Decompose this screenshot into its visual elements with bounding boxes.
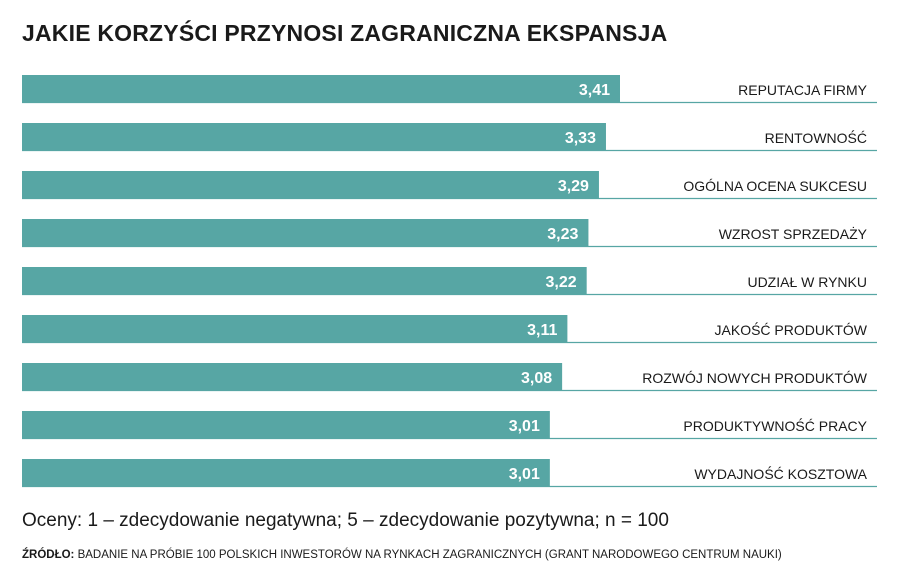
chart-title: JAKIE KORZYŚCI PRZYNOSI ZAGRANICZNA EKSP… bbox=[22, 20, 668, 46]
bar-5 bbox=[22, 267, 587, 294]
rating-scale-note: Oceny: 1 – zdecydowanie negatywna; 5 – z… bbox=[22, 510, 669, 531]
bar-2 bbox=[22, 123, 606, 150]
category-label-8: PRODUKTYWNOŚĆ PRACY bbox=[683, 417, 867, 434]
bar-6 bbox=[22, 315, 568, 342]
category-label-1: REPUTACJA FIRMY bbox=[738, 82, 868, 98]
bar-value-label-1: 3,41 bbox=[579, 82, 610, 99]
bar-value-label-4: 3,23 bbox=[547, 226, 578, 243]
bar-4 bbox=[22, 219, 589, 246]
source-label: ŹRÓDŁO: bbox=[22, 549, 75, 561]
category-label-3: OGÓLNA OCENA SUKCESU bbox=[683, 178, 867, 194]
source-text: BADANIE NA PRÓBIE 100 POLSKICH INWESTORÓ… bbox=[74, 549, 782, 561]
bar-value-label-5: 3,22 bbox=[546, 274, 577, 291]
bar-value-label-8: 3,01 bbox=[509, 418, 540, 435]
category-label-5: UDZIAŁ W RYNKU bbox=[747, 274, 867, 290]
bar-8 bbox=[22, 411, 550, 438]
bar-value-label-9: 3,01 bbox=[509, 466, 540, 483]
bar-7 bbox=[22, 363, 563, 390]
category-label-6: JAKOŚĆ PRODUKTÓW bbox=[715, 321, 868, 338]
category-label-2: RENTOWNOŚĆ bbox=[765, 129, 867, 146]
bar-3 bbox=[22, 171, 599, 198]
bar-value-label-2: 3,33 bbox=[565, 130, 596, 147]
bar-value-label-3: 3,29 bbox=[558, 178, 589, 195]
bar-9 bbox=[22, 459, 550, 486]
category-label-9: WYDAJNOŚĆ KOSZTOWA bbox=[694, 465, 867, 482]
bar-1 bbox=[22, 75, 620, 102]
bar-value-label-7: 3,08 bbox=[521, 370, 552, 387]
source-note: ŹRÓDŁO: BADANIE NA PRÓBIE 100 POLSKICH I… bbox=[22, 549, 782, 561]
category-label-4: WZROST SPRZEDAŻY bbox=[719, 225, 868, 242]
bar-value-label-6: 3,11 bbox=[527, 322, 557, 339]
category-label-7: ROZWÓJ NOWYCH PRODUKTÓW bbox=[642, 370, 868, 386]
